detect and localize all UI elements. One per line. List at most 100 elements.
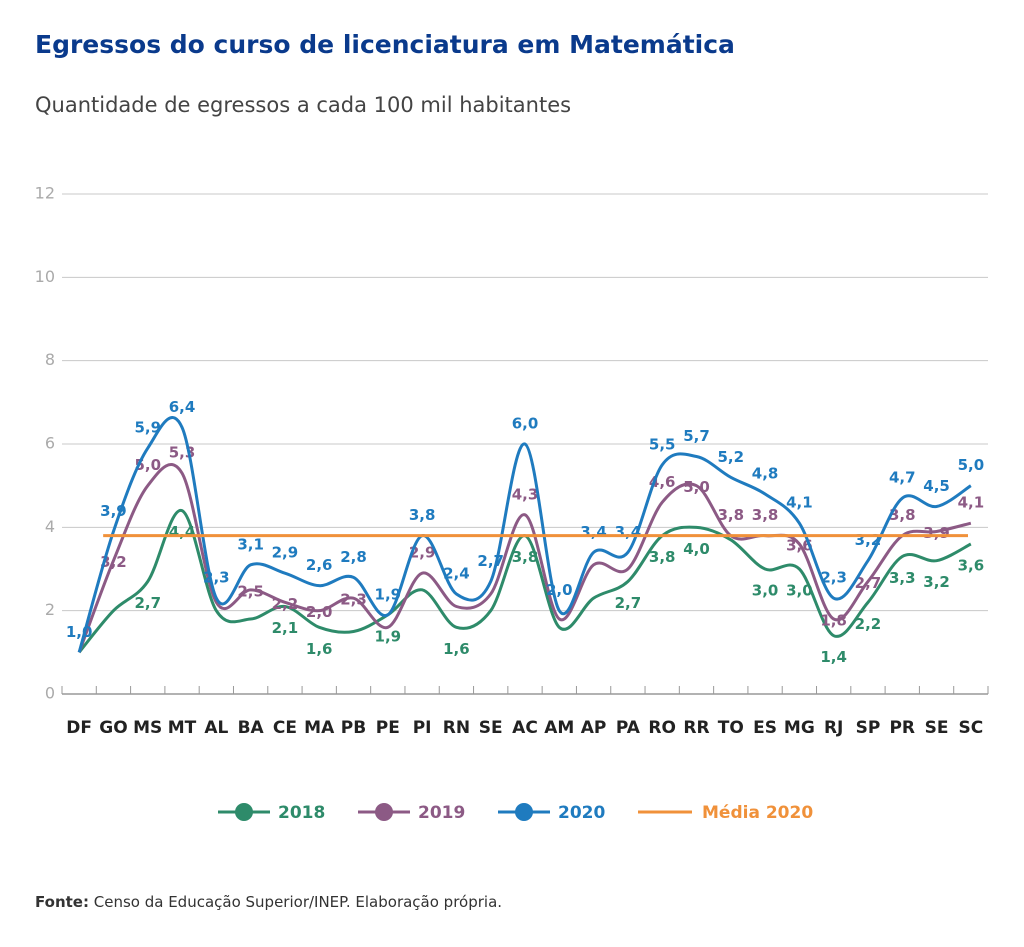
- data-label: 2,3: [340, 591, 367, 609]
- legend-label: Média 2020: [702, 803, 813, 823]
- x-tick-label: ES: [753, 718, 777, 738]
- data-label: 5,5: [649, 435, 676, 453]
- source-label: Fonte:: [35, 893, 89, 911]
- x-tick-label: RR: [683, 718, 709, 738]
- data-label: 5,0: [683, 478, 710, 496]
- data-label: 4,5: [923, 477, 950, 495]
- x-tick-label: TO: [718, 718, 744, 738]
- x-tick-label: AM: [544, 718, 574, 738]
- data-label: 3,2: [923, 573, 950, 591]
- chart-title: Egressos do curso de licenciatura em Mat…: [35, 30, 735, 59]
- data-label: 3,4: [615, 523, 642, 541]
- data-label: 2,4: [443, 565, 470, 583]
- x-tick-label: MT: [168, 718, 197, 738]
- data-label: 4,4: [169, 523, 196, 541]
- data-label: 5,7: [683, 427, 710, 445]
- x-tick-label: PA: [616, 718, 641, 738]
- y-tick-label: 4: [45, 517, 55, 536]
- data-label: 2,7: [615, 594, 642, 612]
- x-tick-label: AC: [512, 718, 538, 738]
- y-tick-label: 8: [45, 350, 55, 369]
- data-label: 2,7: [855, 574, 882, 592]
- data-label: 1,4: [820, 648, 847, 666]
- chart-subtitle: Quantidade de egressos a cada 100 mil ha…: [35, 93, 571, 117]
- source: Fonte: Censo da Educação Superior/INEP. …: [35, 893, 502, 911]
- data-label: 3,0: [786, 582, 813, 600]
- legend-marker: [235, 803, 253, 821]
- data-label: 3,1: [237, 535, 264, 553]
- legend-marker: [515, 803, 533, 821]
- y-tick-label: 0: [45, 684, 55, 703]
- x-tick-label: DF: [66, 718, 92, 738]
- data-label: 1,8: [820, 612, 847, 630]
- data-label: 4,1: [786, 494, 813, 512]
- data-label: 6,4: [169, 398, 196, 416]
- y-tick-label: 6: [45, 434, 55, 453]
- y-tick-label: 10: [35, 267, 55, 286]
- data-label: 3,9: [100, 502, 127, 520]
- data-label: 2,5: [237, 582, 264, 600]
- series-line: [77, 463, 972, 653]
- data-label: 4,1: [958, 494, 985, 512]
- data-label: 3,8: [512, 548, 539, 566]
- legend-label: 2018: [278, 803, 325, 823]
- data-label: 2,2: [855, 615, 882, 633]
- data-label: 3,2: [855, 531, 882, 549]
- data-label: 4,8: [752, 465, 779, 483]
- data-label: 1,9: [375, 585, 402, 603]
- data-label: 6,0: [512, 415, 539, 433]
- source-text: Censo da Educação Superior/INEP. Elabora…: [94, 893, 502, 911]
- x-tick-label: SE: [479, 718, 503, 738]
- x-tick-label: BA: [238, 718, 265, 738]
- data-label: 2,0: [306, 603, 333, 621]
- data-label: 3,8: [717, 506, 744, 524]
- x-tick-label: MS: [133, 718, 162, 738]
- x-tick-label: PI: [413, 718, 432, 738]
- data-label: 3,8: [649, 548, 676, 566]
- x-tick-label: SC: [958, 718, 983, 738]
- legend-label: 2020: [558, 803, 605, 823]
- data-label: 3,3: [889, 569, 916, 587]
- x-tick-label: PE: [376, 718, 400, 738]
- x-tick-label: SE: [925, 718, 949, 738]
- x-tick-label: GO: [99, 718, 127, 738]
- data-label: 2,2: [272, 595, 299, 613]
- data-label: 2,0: [546, 581, 573, 599]
- x-tick-label: MG: [784, 718, 815, 738]
- legend-marker: [375, 803, 393, 821]
- data-label: 2,6: [306, 556, 333, 574]
- y-tick-label: 2: [45, 600, 55, 619]
- data-label: 2,9: [272, 544, 299, 562]
- data-label: 3,6: [786, 537, 813, 555]
- series-line: [77, 416, 972, 653]
- x-tick-label: SP: [856, 718, 881, 738]
- data-label: 2,7: [134, 594, 161, 612]
- x-tick-label: MA: [304, 718, 335, 738]
- data-label: 3,4: [580, 523, 607, 541]
- data-label: 5,9: [134, 419, 161, 437]
- data-label: 1,9: [375, 627, 402, 645]
- data-label: 2,3: [203, 569, 230, 587]
- x-tick-label: PB: [341, 718, 366, 738]
- data-label: 3,9: [923, 524, 950, 542]
- data-label: 3,8: [409, 506, 436, 524]
- x-tick-label: RO: [648, 718, 676, 738]
- x-tick-label: RN: [443, 718, 470, 738]
- data-label: 2,9: [409, 544, 436, 562]
- data-label: 5,2: [717, 448, 744, 466]
- data-label: 4,0: [683, 540, 710, 558]
- data-label: 3,0: [752, 582, 779, 600]
- x-tick-label: AP: [581, 718, 607, 738]
- data-label: 2,1: [272, 619, 299, 637]
- legend-label: 2019: [418, 803, 465, 823]
- y-tick-label: 12: [35, 184, 55, 203]
- data-label: 2,3: [820, 569, 847, 587]
- data-label: 2,8: [340, 548, 367, 566]
- x-tick-label: CE: [273, 718, 297, 738]
- x-tick-label: AL: [204, 718, 228, 738]
- x-tick-label: PR: [889, 718, 915, 738]
- data-label: 1,0: [66, 623, 93, 641]
- x-tick-label: RJ: [824, 718, 843, 738]
- data-label: 4,7: [889, 469, 916, 487]
